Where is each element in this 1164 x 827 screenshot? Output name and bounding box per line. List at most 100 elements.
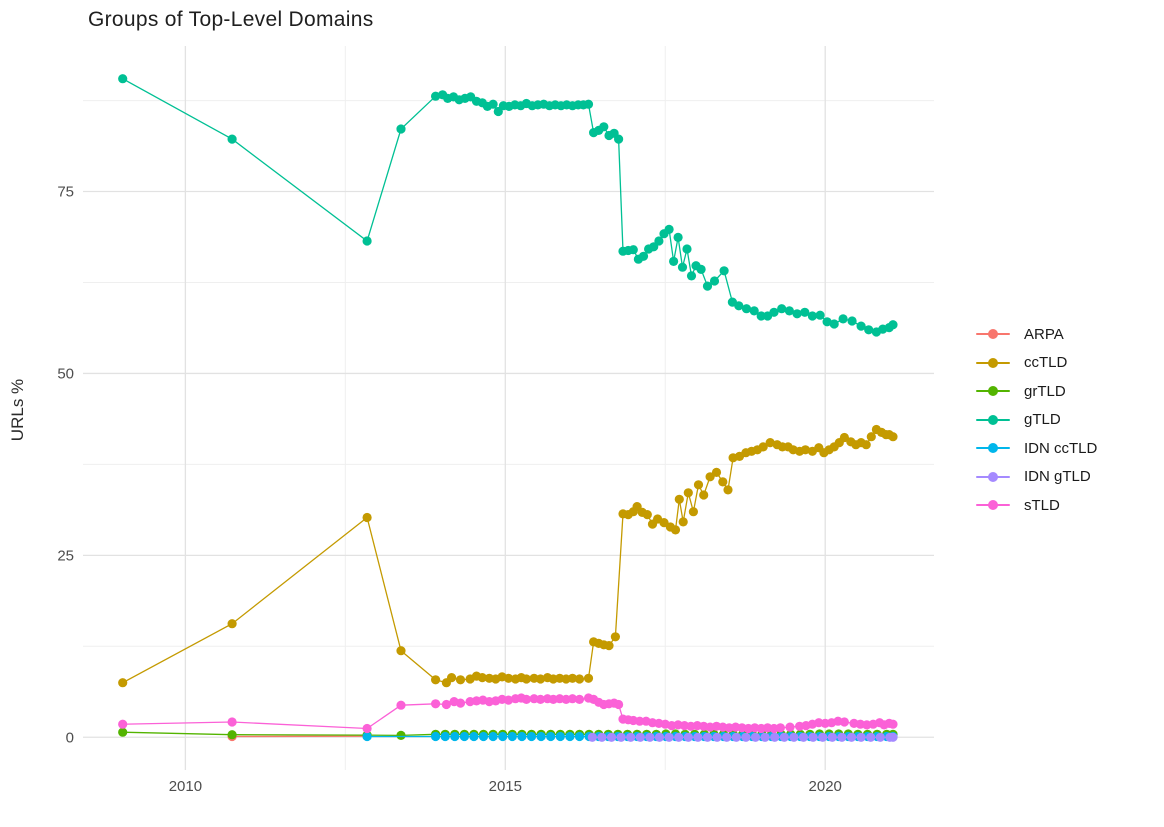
data-point-idn-gtld — [837, 732, 847, 742]
data-point-gtld — [734, 301, 744, 311]
data-point-cctld — [118, 678, 128, 688]
data-point-stld — [455, 698, 466, 708]
data-point-idn-gtld — [818, 732, 828, 742]
data-point-gtld — [829, 319, 839, 329]
data-point-idn-gtld — [635, 732, 645, 742]
legend-label-stld: sTLD — [1024, 496, 1060, 514]
data-point-gtld — [396, 124, 406, 134]
data-point-gtld — [777, 304, 787, 314]
data-point-cctld — [723, 485, 733, 495]
data-point-stld — [227, 717, 237, 727]
data-point-gtld — [118, 74, 128, 84]
data-point-idn-gtld — [626, 732, 636, 742]
y-tick-label-0: 0 — [66, 729, 74, 746]
data-point-gtld — [864, 325, 874, 335]
data-point-gtld — [838, 314, 848, 324]
data-point-gtld — [749, 306, 759, 316]
data-point-idn-gtld — [606, 732, 617, 742]
data-point-gtld — [815, 310, 825, 320]
data-point-gtld — [792, 309, 802, 319]
data-point-cctld — [610, 632, 621, 642]
data-point-cctld — [800, 445, 811, 455]
data-point-idn-gtld — [712, 732, 722, 742]
axis-tick-labels: 0 25 50 75 2010 2015 2020 — [57, 184, 842, 795]
data-point-idn-gtld — [741, 732, 751, 742]
series-stld — [118, 693, 898, 734]
data-point-idn-cctld — [517, 731, 527, 742]
data-point-idn-cctld — [498, 731, 508, 742]
data-point-gtld — [362, 236, 372, 246]
data-point-stld — [635, 716, 645, 726]
data-point-stld — [396, 700, 406, 710]
data-point-idn-cctld — [526, 731, 537, 742]
data-point-stld — [888, 719, 898, 729]
x-tick-label-2020: 2020 — [809, 778, 842, 795]
data-point-gtld — [677, 262, 688, 272]
data-point-gtld — [583, 99, 594, 109]
data-point-idn-gtld — [770, 732, 780, 742]
data-point-idn-gtld — [856, 732, 866, 742]
data-point-cctld — [765, 438, 775, 448]
data-point-cctld — [693, 480, 704, 490]
data-point-cctld — [699, 490, 709, 500]
data-point-idn-cctld — [565, 731, 575, 742]
data-point-cctld — [396, 646, 406, 656]
legend-key-icon-stld — [976, 498, 1010, 512]
data-point-idn-gtld — [846, 732, 857, 742]
data-point-idn-gtld — [888, 732, 898, 742]
data-point-stld — [521, 694, 532, 705]
data-point-gtld — [756, 311, 766, 321]
data-point-idn-gtld — [616, 732, 626, 742]
data-point-gtld — [888, 320, 898, 330]
data-point-stld — [775, 723, 786, 733]
data-point-idn-gtld — [779, 732, 789, 742]
data-point-stld — [535, 694, 546, 705]
data-point-gtld — [654, 236, 664, 246]
series-arpa — [227, 731, 372, 742]
data-point-gtld — [856, 321, 866, 331]
data-point-gtld — [702, 281, 713, 291]
legend-item-cctld: ccTLD — [976, 349, 1097, 378]
legend-key-icon-gtld — [976, 413, 1010, 427]
legend-key-icon-arpa — [976, 327, 1010, 341]
legend-item-idn-cctld: IDN ccTLD — [976, 434, 1097, 463]
data-point-stld — [441, 699, 451, 710]
data-point-gtld — [669, 256, 679, 266]
data-point-gtld — [599, 122, 609, 132]
legend-key-icon-grtld — [976, 384, 1010, 398]
data-point-idn-gtld — [683, 732, 693, 742]
data-point-gtld — [682, 244, 692, 254]
gridlines-minor — [83, 46, 934, 770]
data-point-grtld — [396, 730, 406, 741]
data-point-idn-gtld — [827, 732, 837, 742]
data-point-gtld — [227, 134, 237, 144]
data-point-stld — [567, 694, 578, 704]
legend-item-stld: sTLD — [976, 491, 1097, 520]
data-point-idn-gtld — [645, 732, 655, 742]
data-point-grtld — [118, 727, 128, 737]
data-point-idn-cctld — [546, 731, 556, 742]
data-point-cctld — [642, 509, 652, 520]
data-point-cctld — [683, 488, 693, 498]
data-point-idn-gtld — [789, 732, 799, 742]
y-tick-label-25: 25 — [57, 547, 74, 564]
data-point-idn-cctld — [488, 731, 498, 742]
data-point-cctld — [678, 517, 688, 527]
legend-label-cctld: ccTLD — [1024, 354, 1068, 372]
data-point-idn-gtld — [808, 732, 818, 742]
data-point-idn-gtld — [722, 732, 732, 742]
gridlines-major — [83, 46, 934, 770]
data-point-gtld — [709, 276, 720, 286]
legend-item-arpa: ARPA — [976, 320, 1097, 349]
legend-label-grtld: grTLD — [1024, 382, 1066, 400]
data-point-cctld — [758, 442, 768, 452]
legend-key-icon-cctld — [976, 356, 1010, 370]
data-point-idn-gtld — [760, 732, 770, 742]
data-point-idn-cctld — [574, 731, 585, 742]
data-point-cctld — [688, 507, 699, 517]
data-point-cctld — [535, 674, 546, 684]
data-point-cctld — [227, 619, 237, 629]
legend-label-arpa: ARPA — [1024, 325, 1064, 343]
data-point-grtld — [227, 730, 237, 740]
data-point-cctld — [711, 467, 722, 477]
